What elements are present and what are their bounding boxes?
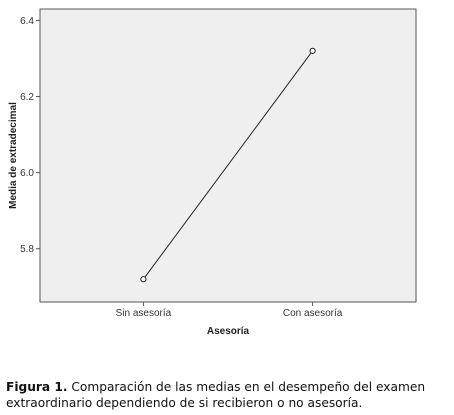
data-point-marker <box>309 47 316 54</box>
y-axis-title: Media de extradecimal <box>8 102 19 209</box>
series-line <box>142 50 314 280</box>
data-point-marker <box>140 276 147 283</box>
y-tick-label: 6.0 <box>20 168 34 179</box>
plot-area <box>39 8 417 303</box>
figure-label: Figura 1. <box>6 380 68 394</box>
series-group <box>140 47 316 283</box>
y-tick-label: 6.4 <box>20 16 34 27</box>
figure-caption-text: Comparación de las medias en el desempeñ… <box>6 380 426 410</box>
x-tick-label: Sin asesoría <box>116 308 172 319</box>
x-axis-title: Asesoría <box>207 326 250 337</box>
x-axis: Sin asesoría Con asesoría <box>116 302 343 319</box>
y-tick-label: 6.2 <box>20 92 34 103</box>
y-tick-label: 5.8 <box>20 244 34 255</box>
line-chart: 5.8 6.0 6.2 6.4 Sin asesoría Con asesoría Me… <box>8 8 417 337</box>
figure-caption: Figura 1. Comparación de las medias en e… <box>6 379 451 411</box>
y-axis: 5.8 6.0 6.2 6.4 <box>20 16 40 255</box>
x-tick-label: Con asesoría <box>283 308 343 319</box>
